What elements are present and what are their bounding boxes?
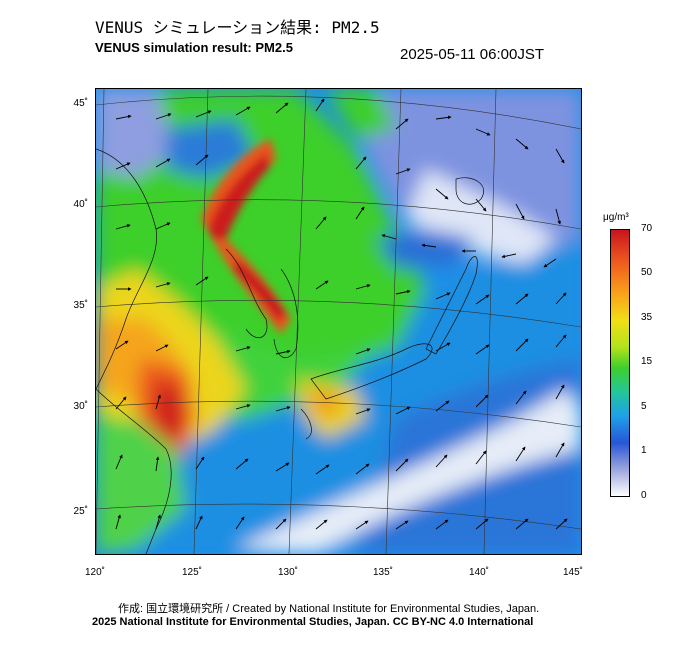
colorbar-tick-50: 50 [641,267,653,278]
lat-label-25: 25˚ [73,506,88,517]
lon-label-135: 135˚ [372,567,393,578]
lon-label-120: 120˚ [84,567,105,578]
colorbar-tick-15: 15 [641,356,653,367]
lon-label-125: 125˚ [181,567,202,578]
lon-label-140: 140˚ [468,567,489,578]
lat-label-30: 30˚ [73,401,88,412]
pm25-field-svg [96,89,581,554]
lat-label-45: 45˚ [73,98,88,109]
lon-label-145: 145˚ [562,567,583,578]
lon-label-130: 130˚ [277,567,298,578]
concentration-field [96,89,581,554]
copyright-line: 2025 National Institute for Environmenta… [92,616,534,628]
high-pm-plume [201,139,291,334]
credit-line-japanese: 作成: 国立環境研究所 / Created by National Instit… [118,603,540,615]
lat-label-40: 40˚ [73,199,88,210]
wind-vectors [115,98,568,530]
lat-label-35: 35˚ [73,300,88,311]
colorbar-unit: μg/m³ [603,212,629,223]
colorbar-tick-70: 70 [641,223,653,234]
title-english: VENUS simulation result: PM2.5 [95,40,293,55]
colorbar-tick-0: 0 [641,490,647,501]
colorbar-tick-1: 1 [641,445,647,456]
title-japanese: VENUS シミュレーション結果: PM2.5 [95,18,380,37]
colorbar-tick-5: 5 [641,401,647,412]
pm25-map [95,88,582,555]
forecast-datetime: 2025-05-11 06:00JST [400,46,544,63]
colorbar [610,229,630,497]
colorbar-tick-35: 35 [641,312,653,323]
